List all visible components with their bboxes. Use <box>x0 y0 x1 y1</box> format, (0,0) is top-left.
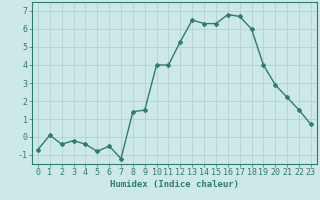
X-axis label: Humidex (Indice chaleur): Humidex (Indice chaleur) <box>110 180 239 189</box>
